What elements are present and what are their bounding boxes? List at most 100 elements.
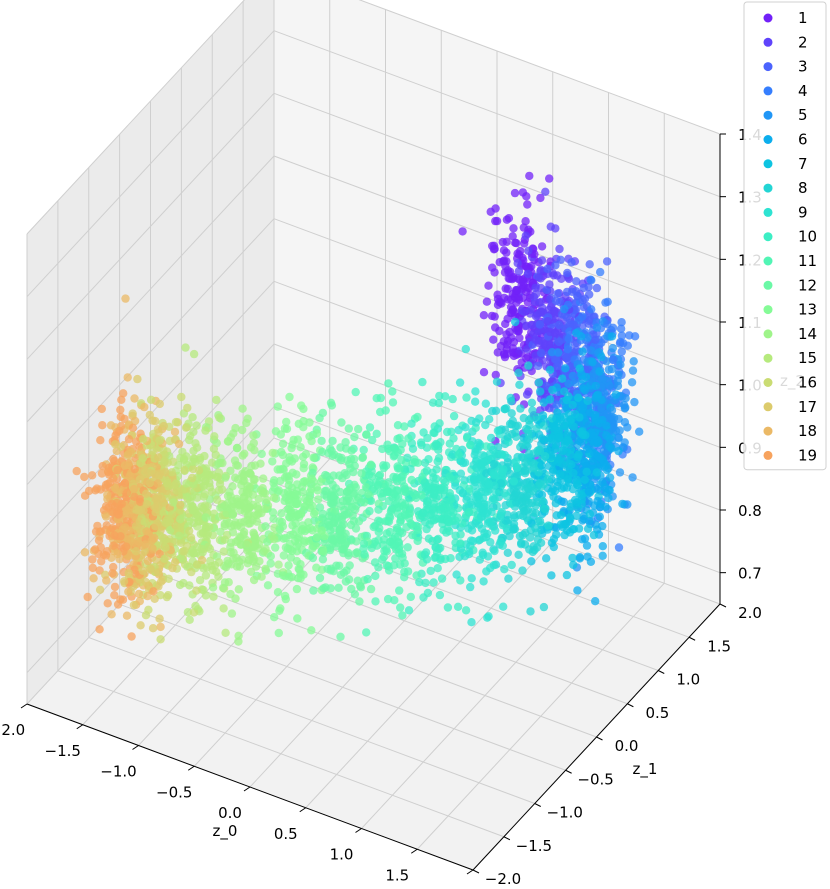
data-point	[268, 448, 277, 458]
data-point	[587, 305, 596, 314]
data-point	[475, 495, 484, 505]
data-point	[397, 455, 406, 465]
data-point	[359, 539, 369, 548]
data-point	[176, 515, 185, 524]
data-point	[563, 345, 573, 354]
data-point	[549, 542, 558, 552]
data-point	[602, 421, 611, 430]
data-point	[602, 257, 612, 266]
data-point	[493, 294, 503, 304]
data-point	[273, 465, 282, 474]
data-point	[344, 575, 354, 584]
data-point	[129, 600, 139, 610]
data-point	[575, 553, 585, 562]
data-point	[407, 520, 416, 529]
y-tick	[688, 636, 696, 641]
x-tick-label: 1.0	[330, 846, 354, 864]
data-point	[602, 431, 611, 440]
data-point	[509, 525, 518, 534]
y-tick	[472, 869, 480, 874]
data-point	[619, 339, 628, 348]
data-point	[342, 496, 351, 506]
data-point	[454, 425, 463, 435]
data-point	[305, 488, 315, 497]
data-point	[250, 475, 259, 484]
data-point	[271, 543, 280, 552]
x-tick-label: 0.5	[274, 825, 298, 843]
legend-marker	[763, 86, 773, 96]
data-point	[278, 450, 288, 460]
data-point	[378, 555, 387, 564]
legend-marker	[763, 207, 773, 217]
data-point	[517, 540, 526, 549]
data-point	[543, 317, 552, 326]
data-point	[188, 506, 197, 515]
data-point	[507, 397, 516, 406]
data-point	[616, 324, 626, 333]
data-point	[408, 444, 418, 453]
data-point	[88, 563, 98, 573]
data-point	[547, 348, 557, 357]
data-point	[578, 427, 587, 436]
legend-marker	[763, 256, 773, 266]
data-point	[228, 510, 238, 519]
data-point	[576, 437, 585, 446]
data-point	[514, 550, 523, 559]
data-point	[515, 510, 524, 520]
data-point	[565, 528, 575, 537]
data-point	[562, 395, 571, 405]
data-point	[496, 479, 505, 488]
data-point	[395, 433, 404, 443]
data-point	[602, 461, 611, 470]
data-point	[328, 451, 337, 460]
legend-label: 12	[798, 276, 817, 294]
data-point	[280, 591, 290, 601]
data-point	[605, 473, 615, 482]
data-point	[537, 461, 546, 470]
data-point	[292, 584, 302, 594]
data-point	[603, 297, 612, 306]
data-point	[358, 453, 368, 462]
data-point	[560, 305, 569, 314]
data-point	[124, 587, 133, 596]
data-point	[499, 465, 508, 474]
data-point	[172, 522, 181, 531]
data-point	[103, 490, 112, 500]
data-point	[244, 489, 253, 498]
data-point	[465, 440, 475, 450]
data-point	[183, 403, 192, 413]
x-tick-label: 2.0	[441, 887, 465, 889]
data-point	[424, 534, 434, 543]
data-point	[360, 498, 369, 507]
data-point	[243, 559, 252, 568]
y-tick-label: 0.0	[615, 737, 639, 755]
data-point	[513, 274, 523, 283]
data-point	[354, 517, 364, 526]
x-tick	[299, 807, 307, 813]
data-point	[538, 303, 547, 312]
data-point	[582, 467, 591, 476]
data-point	[535, 446, 545, 456]
data-point	[489, 469, 498, 478]
data-point	[162, 592, 172, 602]
x-tick	[20, 703, 28, 709]
data-point	[588, 357, 597, 367]
data-point	[383, 594, 393, 604]
data-point	[502, 248, 511, 257]
data-point	[464, 507, 474, 517]
data-point	[329, 471, 338, 480]
data-point	[617, 331, 627, 340]
data-point	[435, 590, 445, 600]
legend-label: 11	[798, 252, 817, 270]
data-point	[371, 597, 380, 606]
data-point	[298, 487, 307, 497]
data-point	[357, 469, 366, 478]
data-point	[250, 446, 259, 455]
data-point	[372, 394, 381, 403]
data-point	[228, 528, 238, 537]
y-tick	[627, 703, 634, 708]
data-point	[315, 573, 325, 583]
data-point	[543, 264, 552, 274]
data-point	[201, 591, 211, 600]
